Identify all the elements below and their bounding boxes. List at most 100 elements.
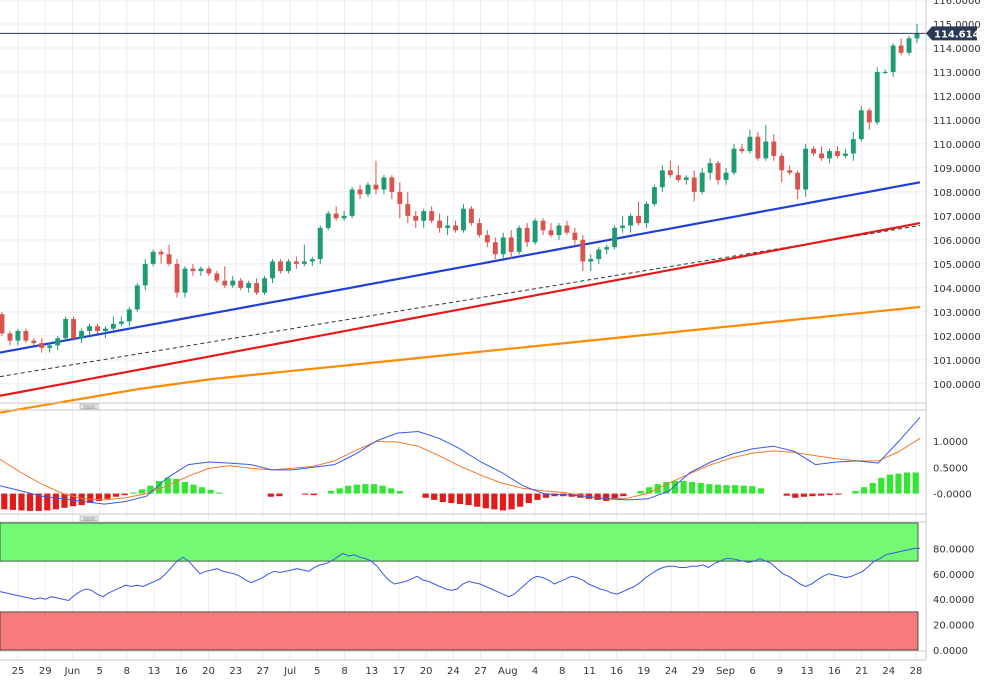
candle (572, 227, 578, 245)
rsi-line-layer (0, 547, 920, 602)
time-tick-label: 23 (229, 666, 242, 677)
rsi-line (0, 547, 920, 602)
macd-histogram-bar (809, 493, 816, 497)
candle (206, 266, 212, 276)
macd-histogram-bar (336, 488, 343, 494)
candle (707, 158, 713, 180)
macd-tick-label: -0.0000 (933, 490, 972, 501)
macd-histogram-bar (620, 493, 627, 497)
macd-histogram-bar (310, 493, 317, 496)
macd-histogram-bar (121, 493, 128, 496)
candle (484, 230, 490, 248)
candle (381, 175, 387, 195)
price-tick-label: 115.0000 (933, 20, 981, 31)
candle (87, 323, 92, 336)
macd-histogram-bar (61, 493, 68, 508)
candle (222, 266, 228, 288)
candle (564, 220, 570, 236)
rsi-tick-label: 80.0000 (933, 544, 974, 555)
candle (397, 182, 403, 219)
candle (270, 259, 275, 284)
time-tick-label: 17 (393, 666, 406, 677)
rsi-zones (0, 522, 919, 651)
time-tick-label: 29 (692, 666, 705, 677)
time-tick-label: 20 (202, 666, 215, 677)
macd-histogram-bar (904, 472, 911, 494)
candle (190, 263, 196, 276)
macd-histogram (1, 472, 919, 511)
candle (636, 201, 641, 226)
time-tick-label: 25 (12, 666, 25, 677)
candle (628, 213, 634, 233)
price-tick-label: 114.0000 (933, 44, 981, 55)
candle (659, 165, 665, 192)
time-tick-label: Sep (716, 666, 735, 677)
candle (604, 244, 610, 255)
macd-histogram-bar (482, 493, 489, 509)
rsi-axis: 80.0000 60.0000 40.0000 20.0000 0.0000 (933, 544, 974, 657)
candle (771, 134, 777, 161)
candle (453, 220, 458, 233)
candle (325, 211, 331, 231)
macd-histogram-bar (9, 493, 16, 510)
candle (874, 67, 880, 125)
panel-resize-handle[interactable] (79, 403, 99, 410)
time-axis: 25 29 Jun 5 8 13 16 20 23 27 Jul 5 8 13 17 20 24 27 Aug 4 8 1… (12, 666, 923, 677)
time-tick-label: Jul (283, 666, 296, 677)
macd-histogram-bar (852, 490, 859, 494)
time-tick-label: 8 (124, 666, 130, 677)
price-tick-label: 103.0000 (933, 308, 981, 319)
candle (508, 230, 514, 260)
rsi-tick-label: 40.0000 (933, 595, 974, 606)
candle (246, 280, 252, 293)
macd-histogram-bar (327, 490, 335, 494)
candle (134, 283, 140, 312)
macd-histogram-bar (491, 493, 498, 510)
macd-histogram-bar (732, 485, 739, 494)
candlesticks (0, 23, 920, 353)
macd-histogram-bar (95, 493, 102, 501)
candle (850, 131, 856, 161)
macd-histogram-bar (431, 493, 438, 500)
time-tick-label: 5 (96, 666, 102, 677)
candle (158, 249, 164, 264)
candle (174, 259, 180, 298)
macd-histogram-bar (276, 493, 283, 497)
candle (540, 218, 546, 236)
macd-histogram-bar (757, 488, 765, 494)
macd-histogram-bar (723, 485, 730, 494)
time-tick-label: 8 (341, 666, 347, 677)
candle (118, 316, 124, 327)
price-tick-label: 116.0000 (933, 0, 981, 7)
candle (429, 206, 435, 224)
macd-histogram-bar (818, 493, 825, 496)
macd-histogram-bar (302, 493, 309, 495)
rsi-tick-label: 0.0000 (933, 646, 968, 657)
macd-histogram-bar (112, 493, 120, 497)
candle (675, 165, 681, 183)
panel-resize-handle[interactable] (79, 515, 99, 522)
macd-histogram-bar (181, 482, 188, 494)
candle (580, 235, 586, 272)
candle (819, 146, 824, 161)
macd-histogram-bar (52, 493, 59, 510)
candle (890, 43, 896, 77)
candle (739, 143, 745, 154)
price-axis: 100.0000 101.0000 102.0000 103.0000 104.0000… (933, 0, 981, 391)
sma-orange-layer (0, 305, 921, 414)
sma-red-layer (0, 222, 921, 397)
candle (468, 206, 474, 226)
candle (795, 170, 801, 200)
macd-histogram-bar (104, 493, 111, 499)
candle (110, 316, 116, 332)
sma-blue-line (0, 181, 921, 354)
candle (763, 124, 769, 161)
macd-histogram-bar (35, 493, 42, 511)
macd-histogram-bar (370, 484, 378, 494)
candle (55, 335, 61, 351)
macd-histogram-bar (611, 493, 618, 499)
candle (556, 223, 562, 240)
macd-histogram-bar (740, 485, 747, 494)
macd-histogram-bar (465, 493, 472, 506)
macd-histogram-bar (517, 493, 524, 507)
